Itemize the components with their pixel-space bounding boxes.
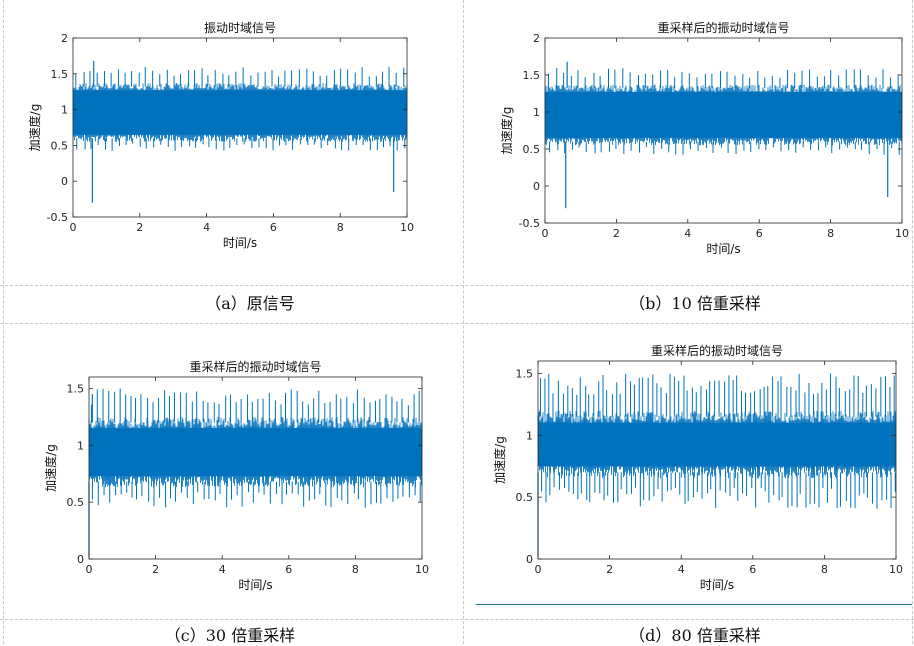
y-axis-label: 加速度/g <box>499 107 514 155</box>
y-tick-label: 0.5 <box>523 143 541 156</box>
signal-core <box>545 92 902 138</box>
caption-a: （a）原信号 <box>205 294 295 313</box>
x-tick-label: 4 <box>684 227 691 240</box>
chart-title: 重采样后的振动时域信号 <box>189 359 321 374</box>
grid-divider-right-edge <box>912 0 913 644</box>
figure-panel-c: 0 2 4 6 8 10 0 0.5 1 1.5 重采样后的振动时域信号 时间/s 加速度/g <box>10 354 460 598</box>
y-tick-label: 1.5 <box>516 367 534 380</box>
x-tick-label: 2 <box>136 221 143 234</box>
y-axis-label: 加速度/g <box>492 436 507 484</box>
plot-frame <box>537 360 897 560</box>
plot-frame <box>544 37 903 224</box>
chart-title: 重采样后的振动时域信号 <box>657 20 789 35</box>
grid-divider-left-edge <box>3 0 4 644</box>
x-tick-label: 4 <box>219 563 226 576</box>
x-tick-label: 0 <box>535 563 542 576</box>
grid-divider-vertical <box>463 0 464 644</box>
x-tick-label: 0 <box>542 227 549 240</box>
x-tick-label: 6 <box>285 563 292 576</box>
chart-title: 重采样后的振动时域信号 <box>651 343 783 358</box>
signal-core <box>89 428 422 476</box>
caption-c: （c）30 倍重采样 <box>164 626 296 645</box>
signal-trace <box>544 84 903 146</box>
x-tick-label: 10 <box>400 221 414 234</box>
grid-divider-horizontal-1 <box>0 285 914 286</box>
x-tick-label: 2 <box>152 563 159 576</box>
grid-divider-horizontal-2 <box>0 323 914 324</box>
y-tick-label: 1.5 <box>51 68 69 81</box>
x-tick-label: 10 <box>889 563 903 576</box>
x-tick-label: 6 <box>756 227 763 240</box>
x-tick-label: 8 <box>821 563 828 576</box>
figure-underline <box>476 604 912 605</box>
grid-divider-horizontal-3 <box>0 619 914 620</box>
x-tick-label: 2 <box>613 227 620 240</box>
x-tick-label: 4 <box>203 221 210 234</box>
y-tick-label: 2 <box>61 32 68 45</box>
x-axis-label: 时间/s <box>223 236 257 250</box>
x-tick-label: 10 <box>895 227 909 240</box>
y-tick-label: 0.5 <box>516 491 534 504</box>
x-tick-label: 8 <box>337 221 344 234</box>
chart-title: 振动时域信号 <box>204 21 276 35</box>
figure-panel-a: 0 2 4 6 8 10 -0.5 0 0.5 1 1.5 2 振动时域信号 时间/s 加速度/g <box>10 10 460 272</box>
x-tick-label: 4 <box>678 563 685 576</box>
y-tick-label: 1.5 <box>523 69 541 82</box>
y-tick-label: 0 <box>77 553 84 566</box>
y-tick-label: 0 <box>526 553 533 566</box>
y-tick-label: 1 <box>61 104 68 117</box>
figure-panel-b: 0 2 4 6 8 10 -0.5 0 0.5 1 1.5 2 重采样后的振动时域信号 时间/s 加速度/g <box>478 10 910 272</box>
y-tick-label: 1.5 <box>67 382 85 395</box>
y-tick-label: 2 <box>533 32 540 45</box>
x-tick-label: 8 <box>827 227 834 240</box>
caption-d: （d）80 倍重采样 <box>629 626 761 645</box>
plot-frame <box>72 37 408 218</box>
y-tick-label: 1 <box>77 439 84 452</box>
x-axis-label: 时间/s <box>706 242 740 256</box>
y-tick-label: -0.5 <box>519 217 540 230</box>
y-axis-label: 加速度/g <box>27 104 42 152</box>
x-tick-label: 6 <box>749 563 756 576</box>
x-tick-label: 0 <box>86 563 93 576</box>
x-axis-label: 时间/s <box>700 578 734 592</box>
y-tick-label: 0 <box>61 175 68 188</box>
x-tick-label: 6 <box>270 221 277 234</box>
y-tick-label: 0.5 <box>67 496 85 509</box>
figure-panel-d: 0 2 4 6 8 10 0 0.5 1 1.5 重采样后的振动时域信号 时间/s 加速度/g <box>478 338 910 596</box>
y-tick-label: 1 <box>533 106 540 119</box>
x-axis-label: 时间/s <box>238 578 272 592</box>
x-tick-label: 8 <box>352 563 359 576</box>
y-axis-label: 加速度/g <box>43 444 58 492</box>
y-tick-label: 1 <box>526 429 533 442</box>
plot-frame <box>88 376 423 560</box>
x-tick-label: 10 <box>415 563 429 576</box>
x-tick-label: 2 <box>606 563 613 576</box>
signal-core <box>538 422 896 467</box>
x-tick-label: 0 <box>70 221 77 234</box>
y-tick-label: 0.5 <box>51 139 69 152</box>
signal-core <box>73 90 407 135</box>
y-tick-label: -0.5 <box>47 211 68 224</box>
caption-b: （b）10 倍重采样 <box>629 294 761 313</box>
y-tick-label: 0 <box>533 180 540 193</box>
